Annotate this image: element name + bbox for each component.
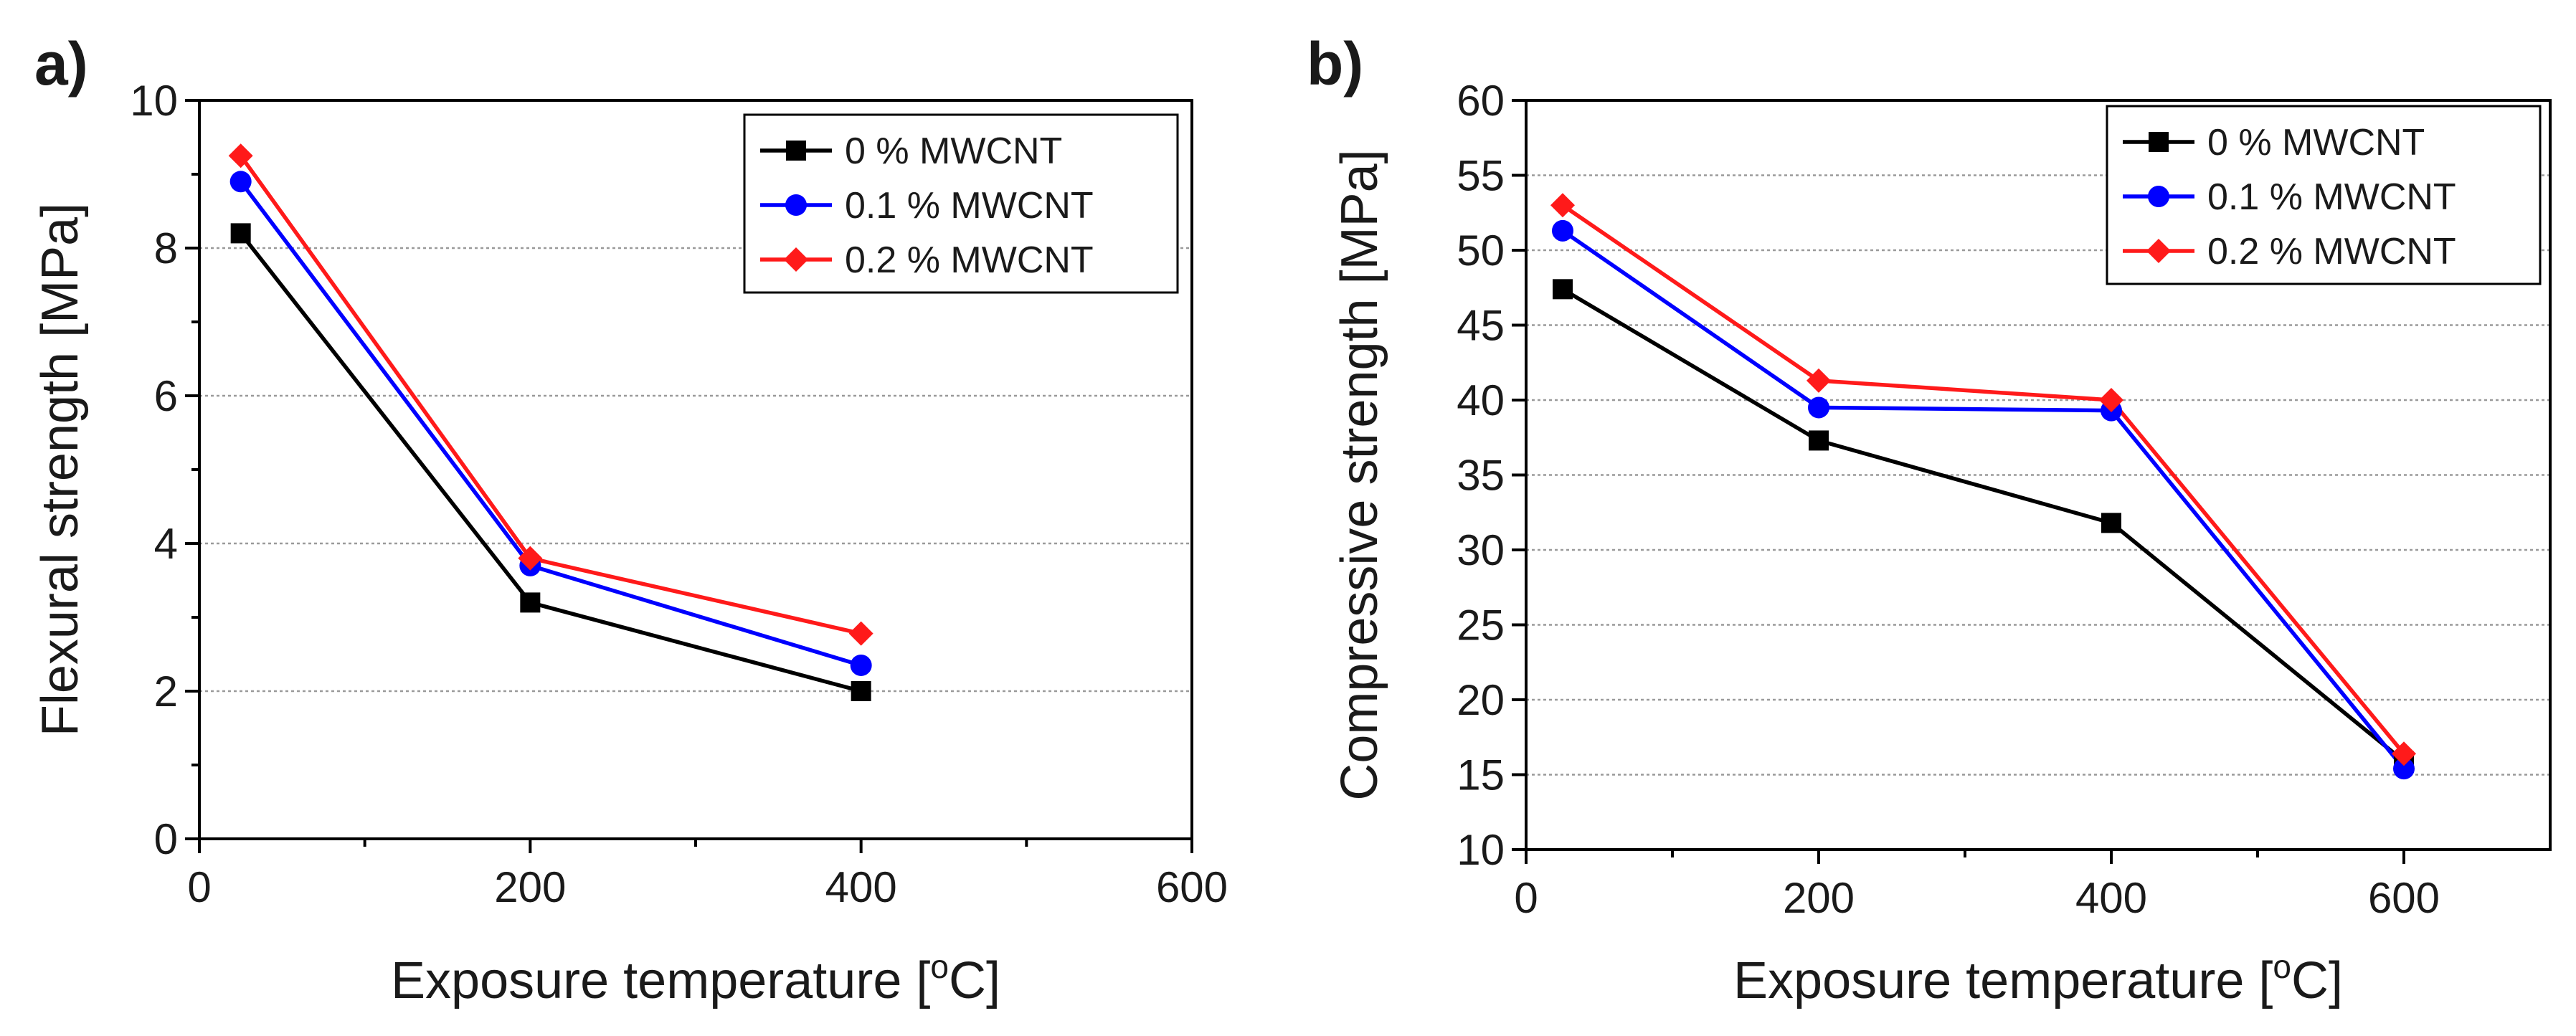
data-point-0-2 <box>851 681 871 701</box>
x-axis-title-main: Exposure temperature [ <box>391 952 930 1009</box>
data-point-1-0 <box>229 171 252 193</box>
y-axis-title: Compressive strength [MPa] <box>1331 149 1388 800</box>
y-tick-label: 4 <box>154 520 178 568</box>
x-tick-label: 200 <box>1783 874 1855 922</box>
legend-label-1: 0.1 % MWCNT <box>845 185 1094 227</box>
x-axis-title-end: C] <box>2291 952 2343 1009</box>
y-tick-label: 40 <box>1457 376 1505 424</box>
y-tick-label: 55 <box>1457 152 1505 200</box>
data-point-2-1 <box>518 546 543 571</box>
y-tick-label: 25 <box>1457 602 1505 650</box>
x-tick-label: 400 <box>825 863 897 911</box>
data-point-2-1 <box>1806 368 1831 393</box>
y-tick-label: 10 <box>1457 826 1505 874</box>
x-axis-title: Exposure temperature [oC] <box>1733 948 2343 1009</box>
y-tick-label: 6 <box>154 372 178 420</box>
x-tick-label: 400 <box>2075 874 2147 922</box>
x-axis-title-end: C] <box>949 952 1000 1009</box>
data-point-2-2 <box>848 621 873 646</box>
panel-label: a) <box>34 30 88 98</box>
legend-label-2: 0.2 % MWCNT <box>2207 231 2456 272</box>
series-line-1 <box>1561 229 2406 770</box>
legend-label-0: 0 % MWCNT <box>845 130 1062 172</box>
y-tick-label: 60 <box>1457 77 1505 125</box>
series-line-2 <box>1561 204 2406 755</box>
data-point-2-0 <box>228 143 253 168</box>
data-point-0-1 <box>1809 430 1829 451</box>
data-point-2-3 <box>2392 741 2416 766</box>
chart-0: 0 200 400 600 0 2 4 6 8 10 a) Flexural strength [MP… <box>32 30 1228 1009</box>
x-tick-label: 0 <box>1514 874 1538 922</box>
data-point-1-3 <box>2393 758 2415 780</box>
data-point-2-0 <box>1550 193 1575 218</box>
y-tick-label: 35 <box>1457 452 1505 500</box>
legend-label-1: 0.1 % MWCNT <box>2207 176 2456 218</box>
panel-label: b) <box>1307 30 1363 98</box>
legend-marker-1 <box>2148 186 2169 207</box>
data-point-2-2 <box>2099 388 2123 412</box>
legend-marker-0 <box>2149 132 2169 152</box>
y-tick-label: 45 <box>1457 302 1505 350</box>
legend-label-0: 0 % MWCNT <box>2207 122 2425 163</box>
legend-marker-1 <box>785 194 807 216</box>
x-axis-title-sup: o <box>2273 948 2291 985</box>
legend-marker-0 <box>786 141 806 161</box>
data-point-1-2 <box>850 654 872 676</box>
legend-label-2: 0.2 % MWCNT <box>845 239 1094 281</box>
data-point-1-1 <box>1808 396 1829 419</box>
data-point-1-0 <box>1552 219 1573 242</box>
y-tick-label: 8 <box>154 224 178 272</box>
y-tick-label: 30 <box>1457 526 1505 574</box>
x-tick-label: 600 <box>2368 874 2440 922</box>
x-tick-label: 600 <box>1156 863 1228 911</box>
chart-1: 0 200 400 600 10 15 20 25 30 35 40 45 50 55 60 b) Compre… <box>1307 30 2552 1009</box>
legend-marker-2 <box>784 247 808 272</box>
y-tick-label: 50 <box>1457 227 1505 275</box>
x-axis-title-main: Exposure temperature [ <box>1733 952 2273 1009</box>
y-tick-label: 20 <box>1457 676 1505 724</box>
legend-marker-2 <box>2146 239 2171 263</box>
y-tick-label: 10 <box>130 77 178 125</box>
y-axis-title: Flexural strength [MPa] <box>32 203 89 736</box>
data-point-0-1 <box>520 592 541 613</box>
y-tick-label: 0 <box>154 815 178 863</box>
data-point-0-0 <box>230 223 251 244</box>
x-tick-label: 0 <box>187 863 211 911</box>
x-tick-label: 200 <box>494 863 566 911</box>
data-point-0-2 <box>2101 513 2121 533</box>
x-axis-title: Exposure temperature [oC] <box>391 948 1000 1009</box>
series-line-0 <box>1561 287 2405 763</box>
x-axis-title-sup: o <box>930 948 949 985</box>
y-tick-label: 15 <box>1457 751 1505 799</box>
data-point-0-0 <box>1553 279 1573 300</box>
y-tick-label: 2 <box>154 667 178 716</box>
